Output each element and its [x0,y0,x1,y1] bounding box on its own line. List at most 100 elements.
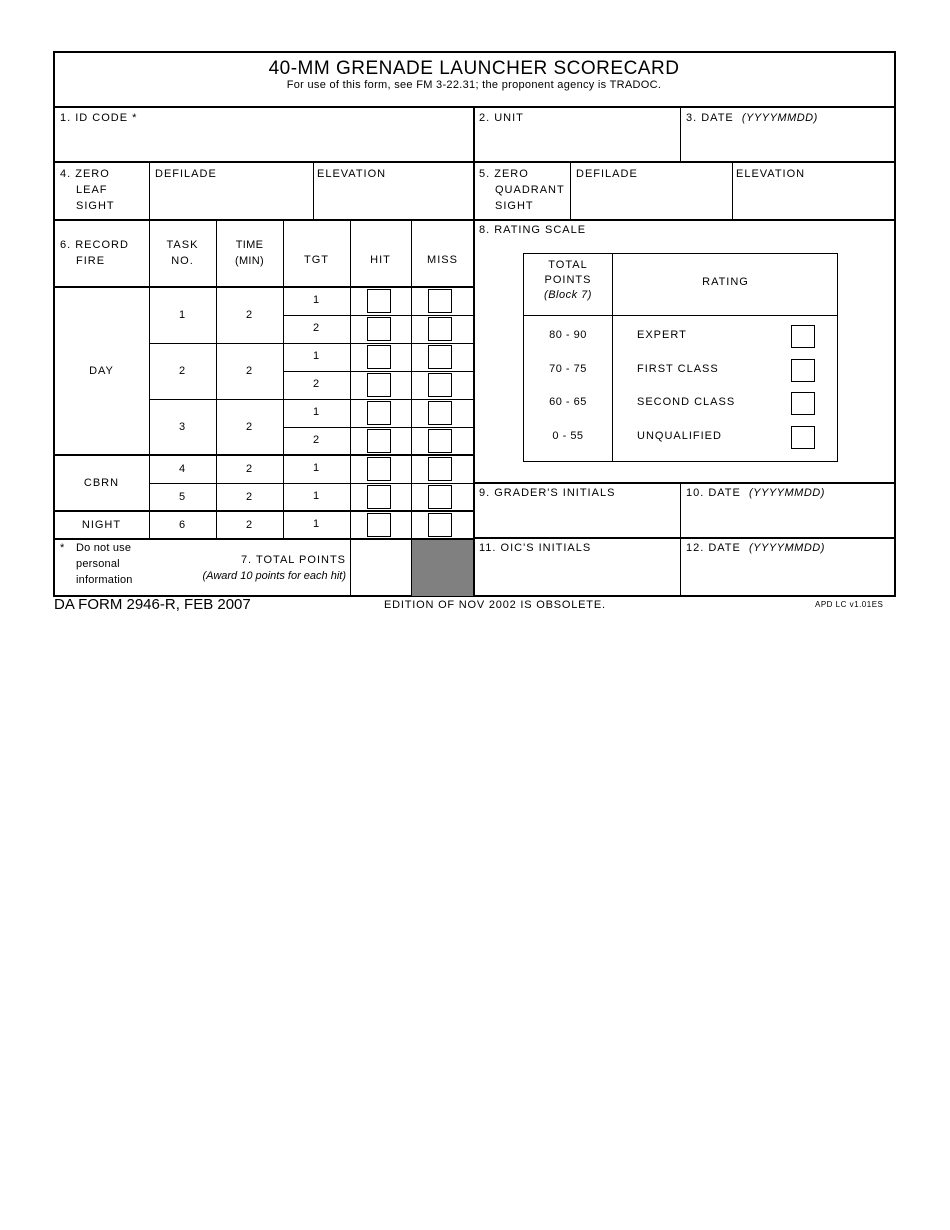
hit-checkbox[interactable] [367,513,391,537]
award-note: (Award 10 points for each hit) [202,570,346,582]
label-line: FIRE [76,255,106,267]
divider [54,286,474,288]
total-points-label: 7. TOTAL POINTS [240,554,346,566]
divider [149,163,150,220]
leaf-elevation-label: ELEVATION [317,168,387,180]
miss-checkbox[interactable] [428,485,452,509]
date-12-field[interactable] [682,558,892,595]
leaf-defilade-field[interactable] [151,184,311,218]
task-time: 2 [245,519,254,531]
version-label: APD LC v1.01ES [815,600,884,609]
rating-name: UNQUALIFIED [637,430,722,442]
quadrant-defilade-label: DEFILADE [576,168,638,180]
miss-checkbox[interactable] [428,289,452,313]
quadrant-elevation-field[interactable] [734,184,892,218]
divider [216,220,217,539]
rating-name: SECOND CLASS [637,396,736,408]
label-line: SIGHT [495,200,534,212]
hit-checkbox[interactable] [367,373,391,397]
divider [313,163,314,220]
miss-header: MISS [427,254,458,266]
oics-initials-field[interactable] [476,558,678,595]
divider [411,538,412,596]
divider [350,538,351,596]
rating-checkbox[interactable] [791,359,815,382]
asterisk: * [60,542,65,554]
label-line: QUADRANT [495,184,565,196]
label-line: (MIN) [235,255,264,267]
divider [474,537,894,539]
label-text: 12. DATE [686,542,741,554]
quadrant-defilade-field[interactable] [572,184,730,218]
hit-checkbox[interactable] [367,485,391,509]
leaf-elevation-field[interactable] [315,184,472,218]
task-time: 2 [245,421,254,433]
task-time: 2 [245,309,254,321]
divider [680,107,681,162]
label-line: information [76,574,133,586]
graders-initials-field[interactable] [476,503,678,536]
label-line: NO. [171,255,194,267]
unit-label: 2. UNIT [479,112,524,124]
form-number: DA FORM 2946-R, FEB 2007 [54,596,251,613]
rating-name: EXPERT [637,329,687,341]
divider [350,220,351,539]
divider [283,315,474,316]
miss-checkbox[interactable] [428,345,452,369]
miss-checkbox[interactable] [428,317,452,341]
note-text: Do not use personal information [76,540,133,588]
divider [612,253,613,462]
label-line: 5. ZERO [479,168,529,180]
divider [680,483,681,596]
hit-checkbox[interactable] [367,401,391,425]
task-time: 2 [245,365,254,377]
hit-checkbox[interactable] [367,429,391,453]
rating-checkbox[interactable] [791,426,815,449]
date-field[interactable] [682,128,892,160]
task-number: 1 [178,309,187,321]
rating-points: 60 - 65 [549,396,587,408]
hit-checkbox[interactable] [367,317,391,341]
hit-header: HIT [370,254,391,266]
target-number: 2 [312,434,321,446]
divider [149,483,474,484]
rating-points: 80 - 90 [549,329,587,341]
date-10-label: 10. DATE (YYYYMMDD) [686,485,825,501]
date-label: 3. DATE (YYYYMMDD) [686,110,818,126]
divider [283,220,284,539]
hit-checkbox[interactable] [367,345,391,369]
rating-column-header: RATING [702,276,749,288]
zero-leaf-sight-label: 4. ZERO LEAF SIGHT [60,166,115,214]
edition-note: EDITION OF NOV 2002 IS OBSOLETE. [384,599,606,611]
total-points-field[interactable] [351,539,411,596]
label-line: 6. RECORD [60,239,129,251]
date-10-field[interactable] [682,503,892,536]
leaf-defilade-label: DEFILADE [155,168,217,180]
unit-field[interactable] [476,128,678,160]
miss-checkbox[interactable] [428,457,452,481]
miss-checkbox[interactable] [428,513,452,537]
label-line: LEAF [76,184,108,196]
group-label-cbrn: CBRN [83,477,120,489]
divider [149,343,474,344]
miss-checkbox[interactable] [428,429,452,453]
rating-checkbox[interactable] [791,392,815,415]
oics-initials-label: 11. OIC'S INITIALS [479,542,592,554]
hit-checkbox[interactable] [367,289,391,313]
task-number: 4 [178,463,187,475]
group-label-day: DAY [89,365,114,377]
date-label-text: 3. DATE [686,112,734,124]
miss-checkbox[interactable] [428,401,452,425]
group-label-night: NIGHT [81,519,122,531]
task-time: 2 [245,491,254,503]
id-code-field[interactable] [56,128,471,160]
total-points-column-header: TOTAL POINTS (Block 7) [524,258,612,303]
miss-checkbox[interactable] [428,373,452,397]
divider [473,107,475,597]
divider [523,315,838,316]
rating-checkbox[interactable] [791,325,815,348]
divider [54,538,474,540]
hit-checkbox[interactable] [367,457,391,481]
label-line: POINTS [544,274,592,286]
divider [732,163,733,220]
